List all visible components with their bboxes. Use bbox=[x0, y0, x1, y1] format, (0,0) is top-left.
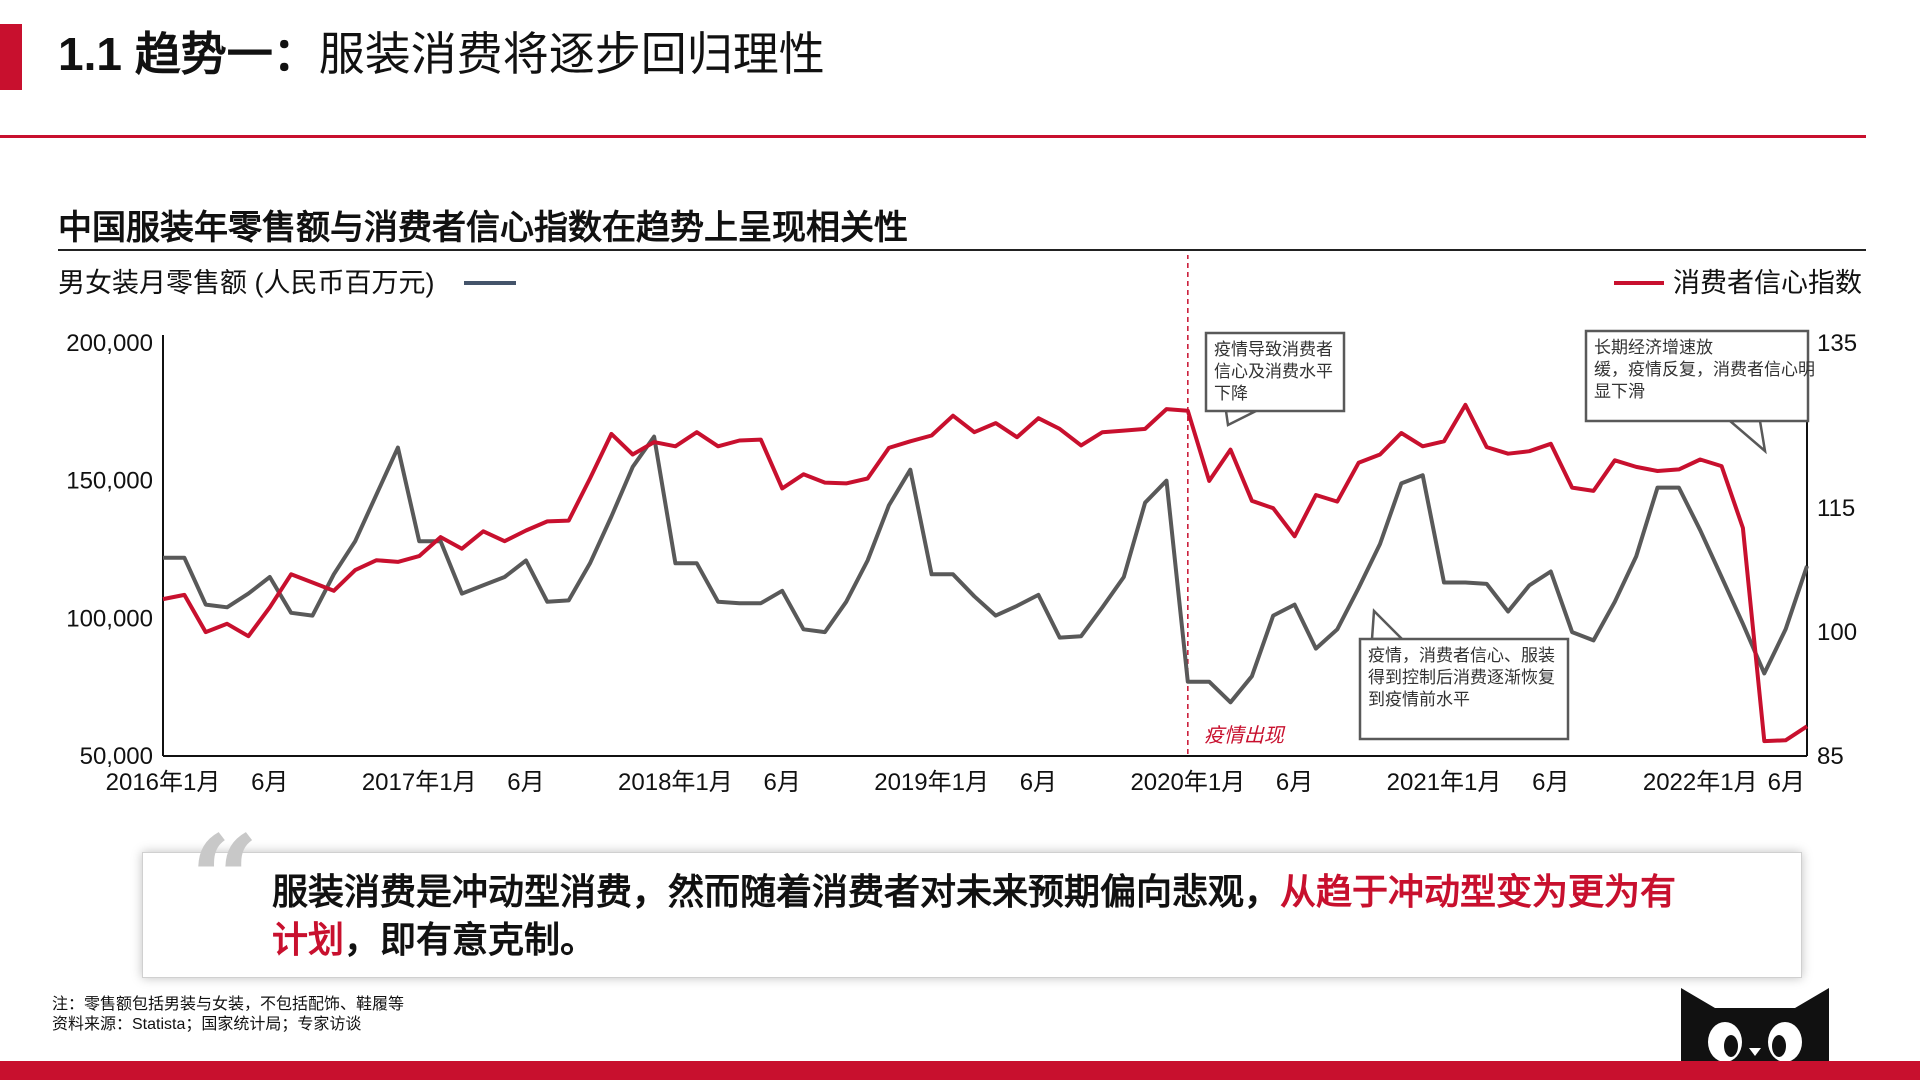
callout-pointer bbox=[1224, 409, 1257, 427]
footnote-note: 注：零售额包括男装与女装，不包括配饰、鞋履等 bbox=[52, 996, 405, 1013]
dual-axis-line-chart: 疫情出现 50,000 100,000 150,000 200,000 85 100 115… bbox=[58, 255, 1862, 796]
callout-pointer bbox=[1370, 608, 1406, 641]
left-y-tick-label: 50,000 bbox=[80, 743, 153, 770]
callout-box: 疫情，消费者信心、服装得到控制后消费逐渐恢复到疫情前水平 bbox=[1358, 608, 1570, 741]
x-tick-label: 6月 bbox=[1276, 769, 1313, 796]
right-y-tick-label: 115 bbox=[1817, 495, 1855, 522]
chart-title: 中国服装年零售额与消费者信心指数在趋势上呈现相关性 bbox=[58, 209, 908, 247]
callout-fill bbox=[1208, 335, 1342, 409]
right-y-tick-label: 135 bbox=[1817, 330, 1857, 357]
title-divider bbox=[0, 135, 1866, 138]
callout-fill bbox=[1588, 333, 1806, 419]
title-accent-bar bbox=[0, 24, 22, 90]
x-tick-label: 2021年1月 bbox=[1387, 769, 1502, 796]
footnotes: 注：零售额包括男装与女装，不包括配饰、鞋履等 资料来源：Statista；国家统… bbox=[52, 995, 404, 1035]
x-tick-label: 2018年1月 bbox=[618, 769, 733, 796]
cat-logo-icon bbox=[1681, 988, 1829, 1062]
page-title-number: 1.1 趋势一： bbox=[58, 28, 319, 80]
quote-text: 服装消费是冲动型消费，然而随着消费者对未来预期偏向悲观，从趋于冲动型变为更为有计… bbox=[272, 868, 1712, 964]
x-tick-label: 6月 bbox=[763, 769, 800, 796]
left-y-tick-label: 200,000 bbox=[66, 330, 153, 357]
chart-title-divider bbox=[58, 249, 1866, 251]
callout-fill bbox=[1362, 641, 1566, 737]
consumer-confidence-line bbox=[162, 402, 1809, 744]
legend-right-label: 消费者信心指数 bbox=[1673, 268, 1862, 298]
callout-text: 疫情，消费者信心、服装得到控制后消费逐渐恢复到疫情前水平 bbox=[1368, 646, 1555, 709]
x-tick-label: 6月 bbox=[251, 769, 288, 796]
footnote-source: 资料来源：Statista；国家统计局；专家访谈 bbox=[52, 1016, 362, 1033]
quote-text-normal: 服装消费是冲动型消费，然而随着消费者对未来预期偏向悲观， bbox=[272, 871, 1281, 912]
left-y-tick-label: 100,000 bbox=[66, 605, 153, 632]
x-tick-label: 2019年1月 bbox=[874, 769, 989, 796]
left-y-tick-label: 150,000 bbox=[66, 468, 153, 495]
quote-mark-icon: “ bbox=[190, 809, 260, 950]
legend-left-label: 男女装月零售额 (人民币百万元) bbox=[58, 268, 434, 298]
quote-text-highlight: 从趋于冲动型变为更为有计划 bbox=[272, 871, 1677, 960]
x-tick-label: 2022年1月 bbox=[1643, 769, 1758, 796]
right-y-tick-label: 85 bbox=[1817, 743, 1844, 770]
event-marker-label: 疫情出现 bbox=[1204, 725, 1286, 747]
x-tick-label: 2016年1月 bbox=[106, 769, 221, 796]
chart-series bbox=[162, 402, 1809, 744]
x-tick-label: 6月 bbox=[1020, 769, 1057, 796]
callout-box: 疫情导致消费者信心及消费水平下降 bbox=[1204, 331, 1346, 427]
page-title-text: 服装消费将逐步回归理性 bbox=[318, 28, 825, 80]
callout-text: 长期经济增速放缓，疫情反复，消费者信心明显下滑 bbox=[1594, 338, 1815, 401]
chart-callouts: 疫情导致消费者信心及消费水平下降 长期经济增速放缓，疫情反复，消费者信心明显下滑疫… bbox=[1204, 329, 1815, 741]
x-tick-label: 2020年1月 bbox=[1130, 769, 1245, 796]
quote-text-end: ，即有意克制。 bbox=[344, 919, 597, 960]
x-tick-label: 6月 bbox=[1768, 769, 1805, 796]
callout-box: 长期经济增速放缓，疫情反复，消费者信心明显下滑 bbox=[1584, 329, 1815, 455]
x-tick-label: 2017年1月 bbox=[362, 769, 477, 796]
callout-text: 疫情导致消费者信心及消费水平下降 bbox=[1214, 340, 1333, 403]
chart-tick-labels: 50,000 100,000 150,000 200,000 85 100 115 135 20… bbox=[66, 330, 1857, 796]
x-tick-label: 6月 bbox=[1532, 769, 1569, 796]
quote-box bbox=[142, 852, 1802, 978]
bottom-accent-bar bbox=[0, 1061, 1920, 1080]
callout-pointer bbox=[1726, 419, 1767, 455]
page-title: 1.1 趋势一：服装消费将逐步回归理性 bbox=[58, 22, 825, 86]
right-y-tick-label: 100 bbox=[1817, 619, 1857, 646]
chart-legend: 男女装月零售额 (人民币百万元) 消费者信心指数 bbox=[58, 268, 1862, 298]
x-tick-label: 6月 bbox=[507, 769, 544, 796]
